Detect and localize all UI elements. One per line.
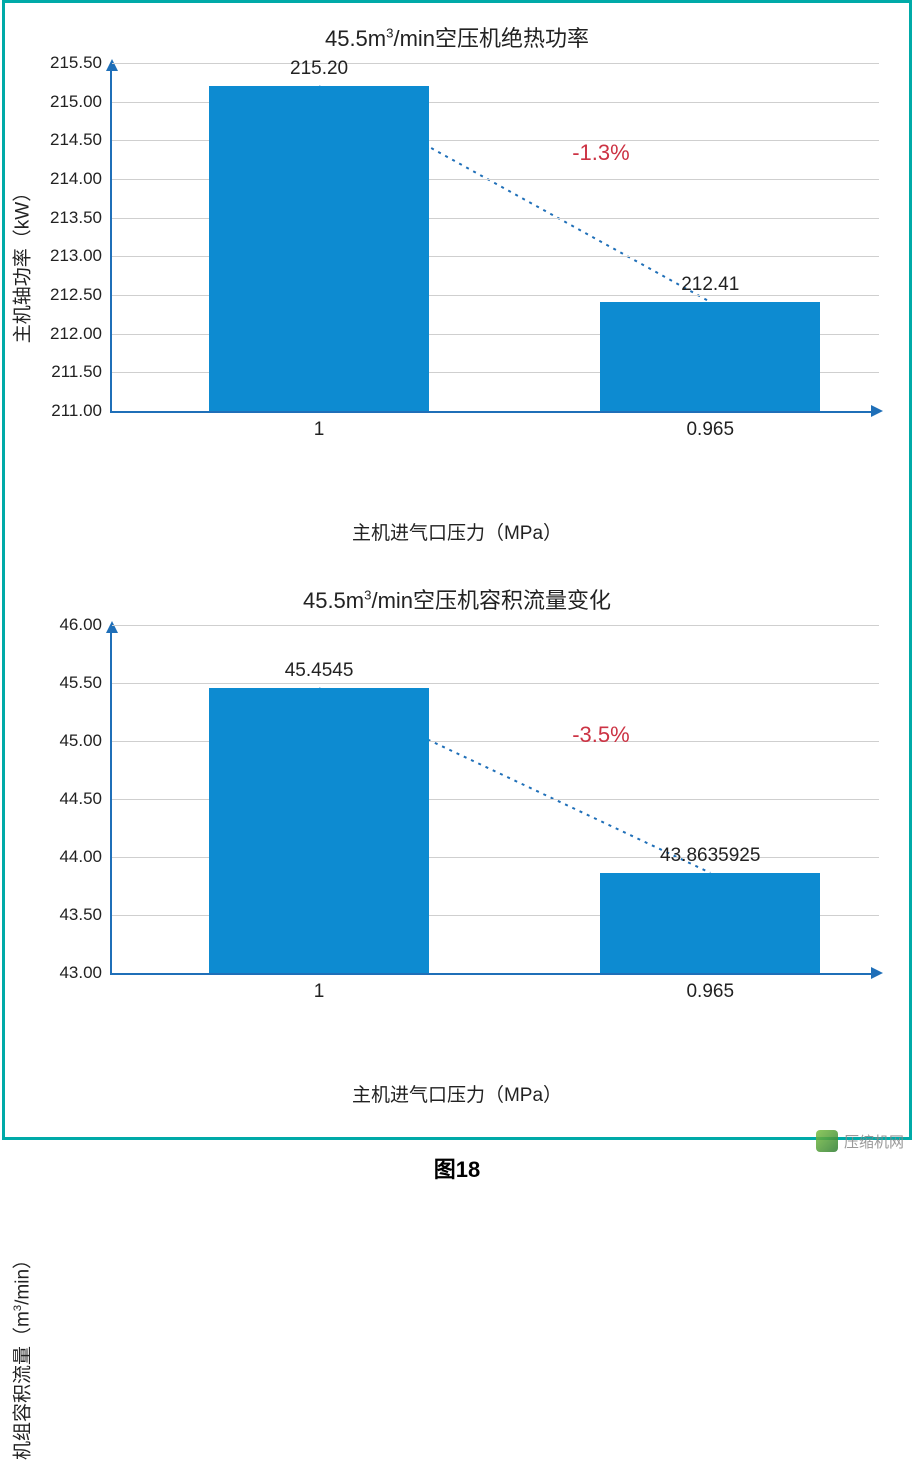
gridline: [112, 683, 879, 684]
figure-frame: 45.5m3/min空压机绝热功率 主机轴功率（kW） 211.00211.50…: [2, 0, 912, 1140]
x-axis-arrow-icon: [871, 967, 883, 979]
y-tick-label: 212.00: [50, 324, 112, 344]
chart-2-plot-wrap: 43.0043.5044.0044.5045.0045.5046.0045.45…: [110, 625, 889, 1025]
chart-2-ylabel: 机组容积流量（m3/min）: [8, 1250, 35, 1460]
chart-2-plot: 43.0043.5044.0044.5045.0045.5046.0045.45…: [110, 625, 879, 975]
percent-change-label: -1.3%: [572, 140, 629, 166]
bar-value-label: 45.4545: [209, 660, 429, 682]
percent-change-label: -3.5%: [572, 722, 629, 748]
x-tick-label: 1: [314, 411, 325, 441]
chart-1-ylabel: 主机轴功率（kW）: [8, 183, 35, 343]
figure-caption: 图18: [422, 1146, 492, 1190]
chart-2-xlabel: 主机进气口压力（MPa）: [5, 1025, 909, 1127]
watermark-text: 压缩机网: [844, 1131, 904, 1152]
y-tick-label: 44.00: [59, 847, 112, 867]
y-tick-label: 211.50: [51, 362, 112, 382]
y-tick-label: 43.00: [59, 963, 112, 983]
x-axis-arrow-icon: [871, 405, 883, 417]
chart-1-plot: 211.00211.50212.00212.50213.00213.50214.…: [110, 63, 879, 413]
bar-value-label: 212.41: [600, 274, 820, 296]
y-tick-label: 214.50: [50, 130, 112, 150]
y-tick-label: 45.00: [59, 731, 112, 751]
chart-2: 45.5m3/min空压机容积流量变化 机组容积流量（m3/min） 43.00…: [5, 565, 909, 1127]
chart-1-xlabel: 主机进气口压力（MPa）: [5, 463, 909, 565]
bar-value-label: 215.20: [209, 58, 429, 80]
y-tick-label: 215.00: [50, 92, 112, 112]
y-tick-label: 43.50: [59, 905, 112, 925]
x-tick-label: 1: [314, 973, 325, 1003]
x-tick-label: 0.965: [686, 411, 734, 441]
y-tick-label: 214.00: [50, 169, 112, 189]
x-tick-label: 0.965: [686, 973, 734, 1003]
y-tick-label: 45.50: [59, 673, 112, 693]
chart-2-title: 45.5m3/min空压机容积流量变化: [5, 565, 909, 625]
y-tick-label: 44.50: [59, 789, 112, 809]
chart-1-title: 45.5m3/min空压机绝热功率: [5, 3, 909, 63]
bar: 45.4545: [209, 688, 429, 973]
y-tick-label: 213.50: [50, 208, 112, 228]
y-tick-label: 213.00: [50, 246, 112, 266]
y-tick-label: 212.50: [50, 285, 112, 305]
bar: 215.20: [209, 86, 429, 411]
gridline: [112, 625, 879, 626]
y-tick-label: 211.00: [51, 401, 112, 421]
y-tick-label: 215.50: [50, 53, 112, 73]
bar: 212.41: [600, 302, 820, 411]
bar-value-label: 43.8635925: [600, 845, 820, 867]
bar: 43.8635925: [600, 873, 820, 973]
chart-1: 45.5m3/min空压机绝热功率 主机轴功率（kW） 211.00211.50…: [5, 3, 909, 565]
chart-1-plot-wrap: 211.00211.50212.00212.50213.00213.50214.…: [110, 63, 889, 463]
y-tick-label: 46.00: [59, 615, 112, 635]
